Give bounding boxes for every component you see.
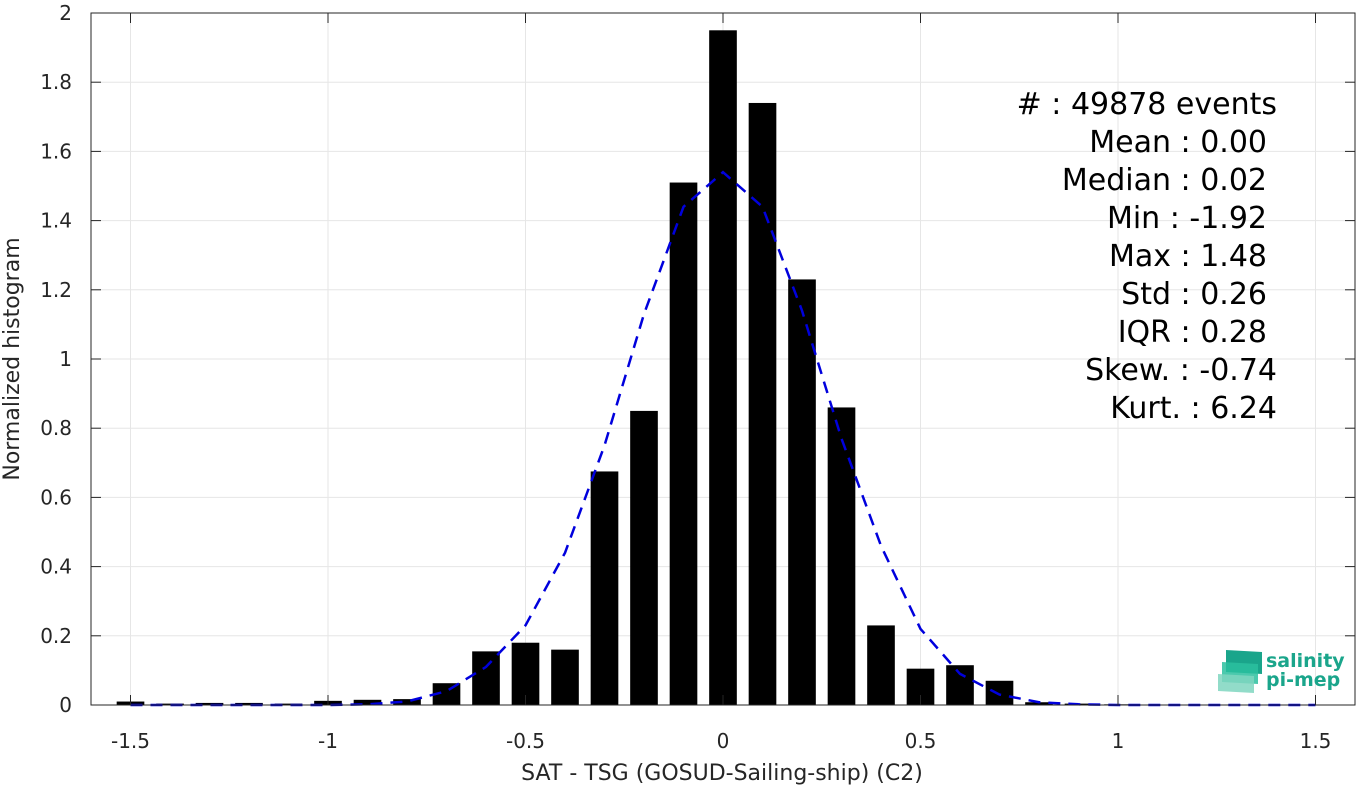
histogram-bar: [985, 680, 1014, 705]
y-tick-label: 2: [59, 1, 72, 25]
histogram-bar: [472, 651, 500, 705]
y-tick-label: 1.2: [40, 278, 72, 302]
histogram-bar: [590, 471, 619, 705]
stat-kurt: Kurt. : 6.24: [1110, 391, 1277, 426]
y-tick-label: 1.4: [40, 209, 72, 233]
stat-mean: Mean : 0.00: [1089, 125, 1267, 160]
y-tick-label: 1: [59, 347, 72, 371]
y-tick-label: 1.6: [40, 139, 72, 163]
stat-skew: Skew. : -0.74: [1085, 353, 1277, 388]
x-tick-label: -0.5: [506, 729, 545, 753]
x-axis-title: SAT - TSG (GOSUD-Sailing-ship) (C2): [521, 761, 923, 786]
histogram-bar: [788, 279, 816, 705]
stat-std: Std : 0.26: [1121, 277, 1267, 312]
x-tick-label: -1: [318, 729, 338, 753]
x-tick-label: -1.5: [111, 729, 150, 753]
histogram-bar: [709, 30, 737, 706]
y-tick-label: 0.4: [40, 555, 72, 579]
histogram-bar: [195, 702, 224, 705]
y-tick-label: 0: [59, 693, 72, 717]
histogram-bar: [156, 703, 184, 705]
x-tick-label: 1: [1112, 729, 1125, 753]
histogram-bar: [946, 665, 974, 705]
histogram-bar: [235, 702, 263, 705]
histogram-bar: [511, 642, 540, 705]
histogram-bar: [1025, 702, 1053, 705]
stat-median: Median : 0.02: [1062, 163, 1267, 198]
x-tick-label: 0: [717, 729, 730, 753]
stat-max: Max : 1.48: [1109, 239, 1267, 274]
y-tick-label: 1.8: [40, 70, 72, 94]
histogram-bar: [432, 683, 461, 705]
histogram-bar: [827, 407, 856, 705]
y-tick-label: 0.6: [40, 485, 72, 509]
stat-iqr: IQR : 0.28: [1118, 315, 1267, 350]
histogram-bar: [551, 649, 579, 705]
histogram-bar: [393, 699, 421, 705]
histogram-bar: [274, 703, 303, 705]
histogram-bar: [630, 410, 658, 705]
bars: [116, 30, 1330, 706]
histogram-bar: [353, 699, 382, 705]
x-tick-label: 0.5: [905, 729, 937, 753]
logo-text-line1: salinity: [1266, 650, 1345, 672]
x-tick-label: 1.5: [1300, 729, 1332, 753]
axis-ticks: [91, 12, 1355, 706]
y-tick-label: 0.8: [40, 416, 72, 440]
logo-wave-icon: [1218, 674, 1254, 693]
stats-annotations: # : 49878 events Mean : 0.00 Median : 0.…: [1017, 87, 1277, 426]
histogram-bar: [669, 182, 698, 706]
logo-text-line2: pi-mep: [1266, 669, 1340, 691]
x-tick-labels: -1.5 -1 -0.5 0 0.5 1 1.5: [111, 729, 1331, 753]
histogram-bar: [748, 102, 777, 705]
y-tick-label: 0.2: [40, 624, 72, 648]
stat-events: # : 49878 events: [1017, 87, 1277, 122]
y-tick-labels: 0 0.2 0.4 0.6 0.8 1 1.2 1.4 1.6 1.8 2: [40, 1, 72, 717]
y-axis-title: Normalized histogram: [0, 237, 25, 480]
stat-min: Min : -1.92: [1107, 201, 1267, 236]
salinity-pi-mep-logo: salinity pi-mep: [1218, 650, 1345, 693]
histogram-bar: [867, 625, 895, 705]
